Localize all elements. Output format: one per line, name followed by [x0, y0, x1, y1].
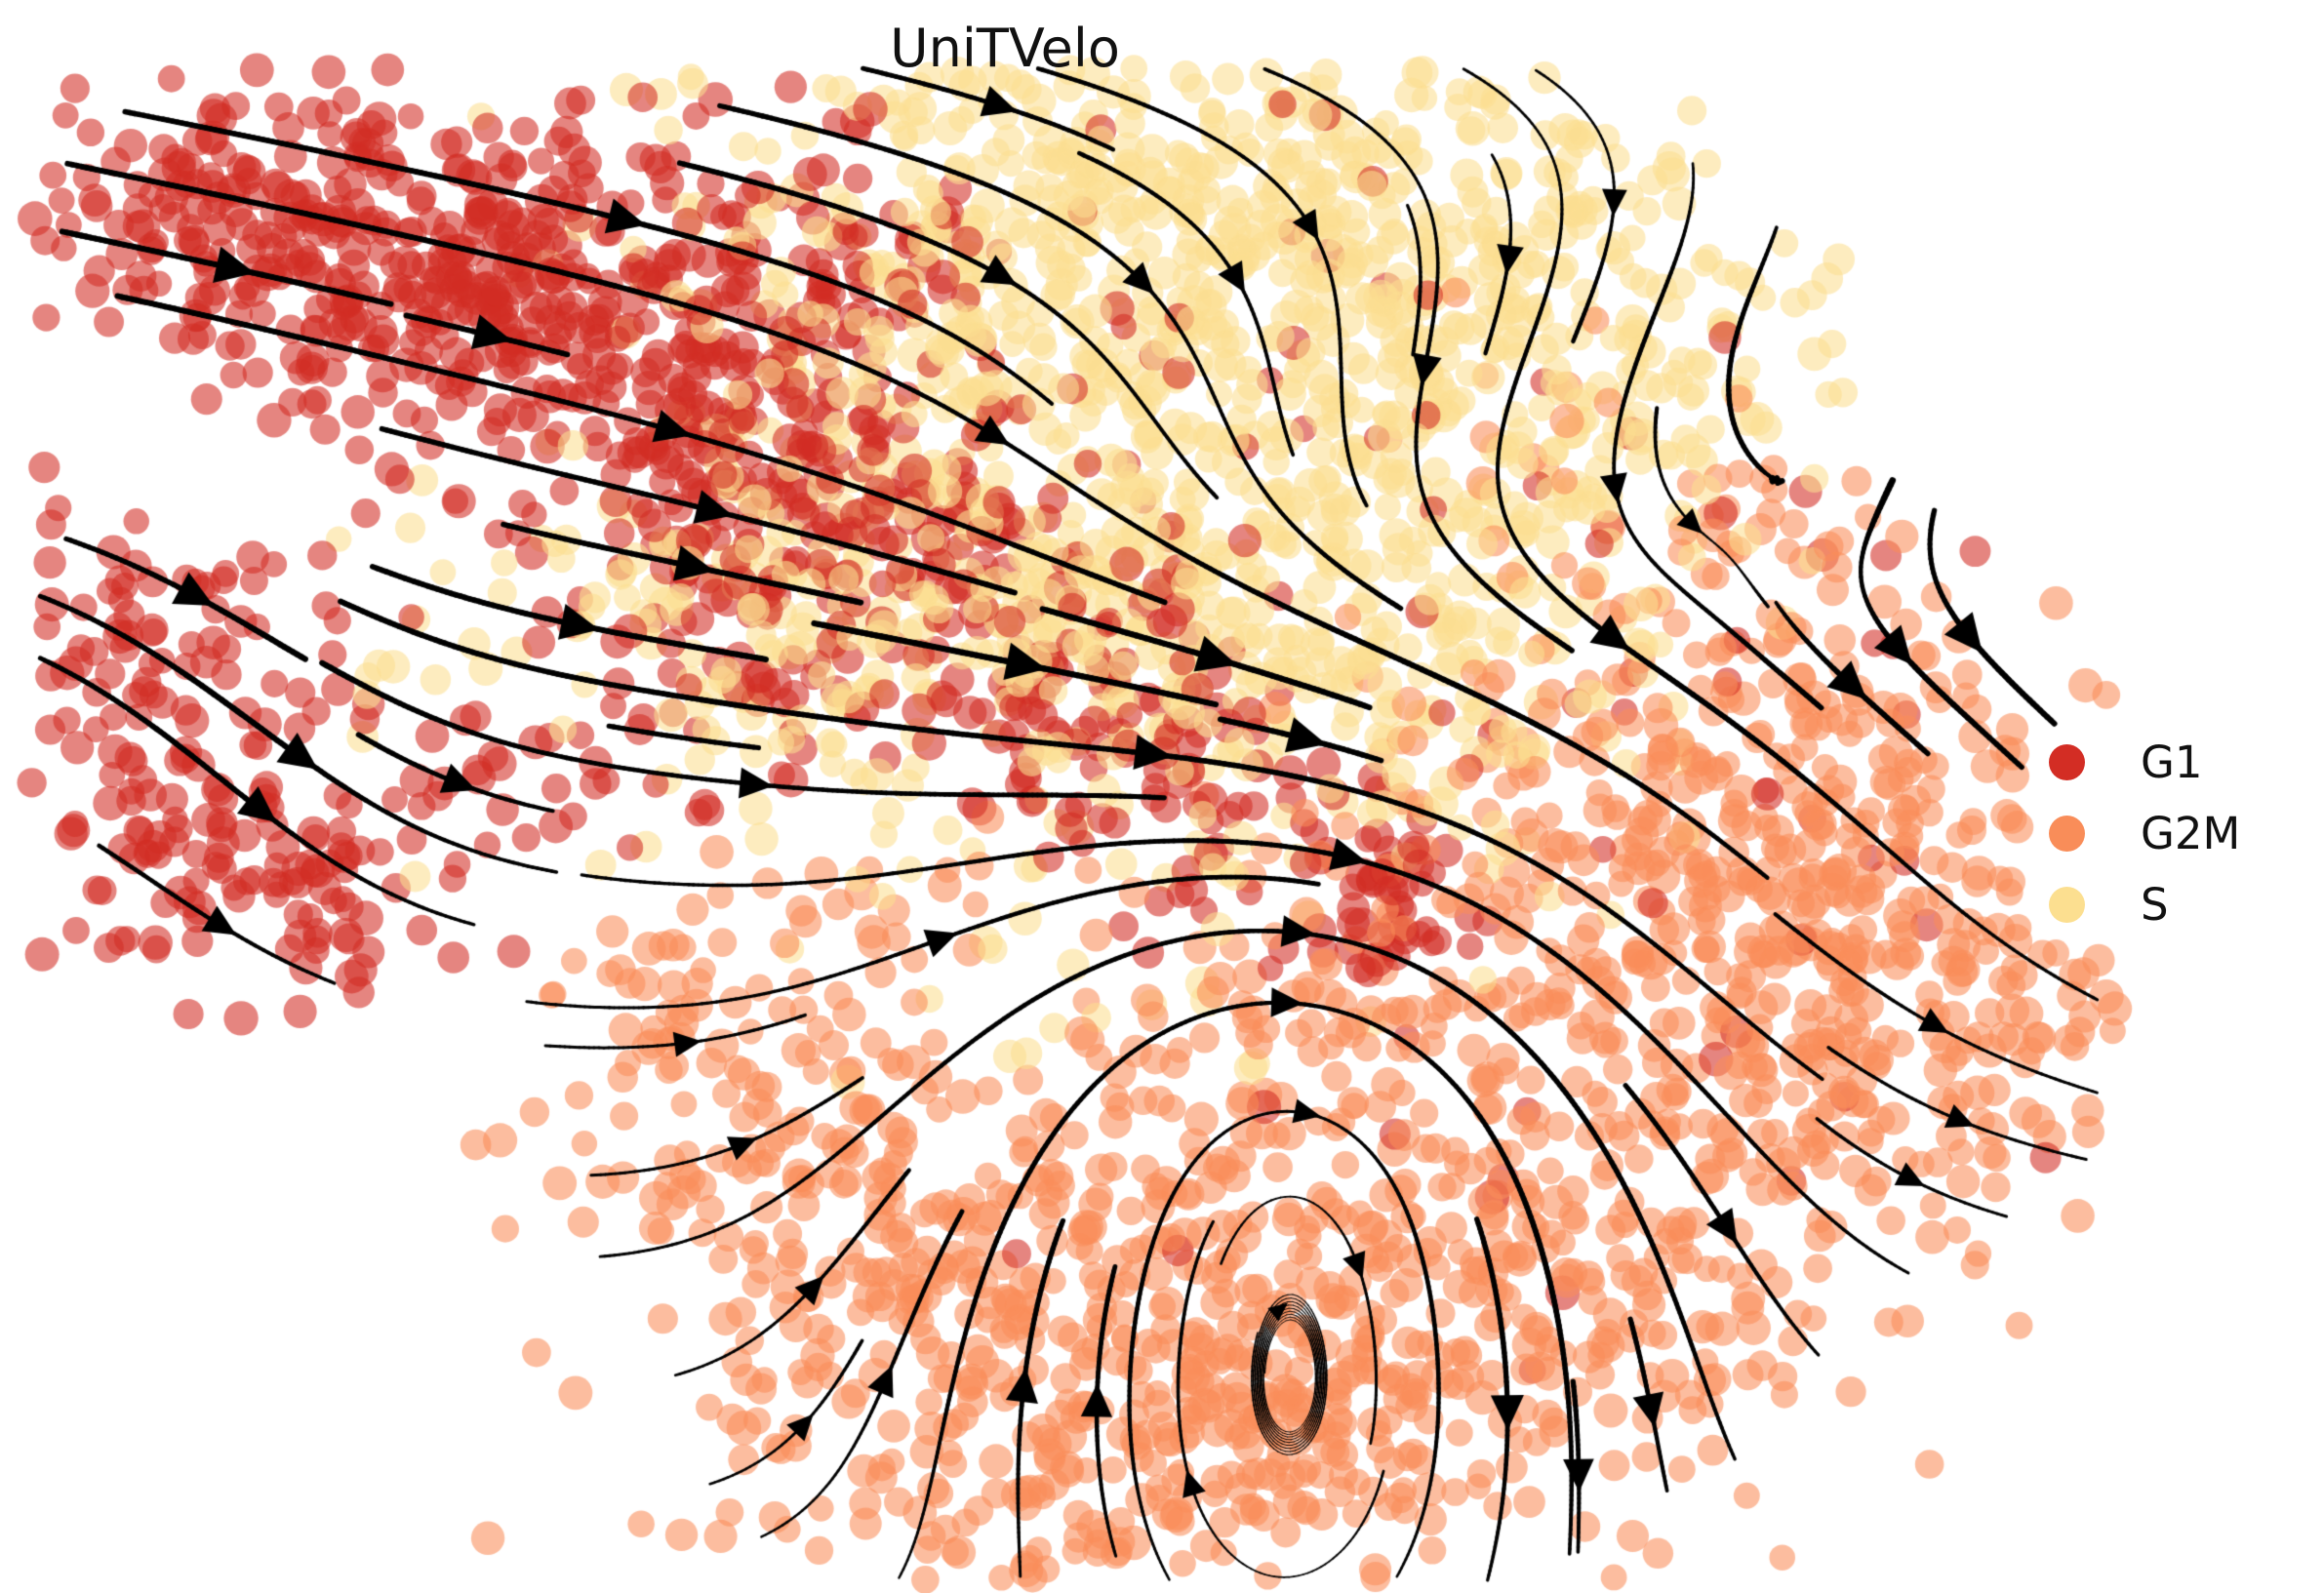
legend-item-g1: G1 [2049, 727, 2240, 798]
legend-item-s: S [2049, 869, 2240, 940]
legend-swatch-s-icon [2049, 887, 2085, 923]
legend-swatch-g2m-icon [2049, 816, 2085, 852]
legend-label-g2m: G2M [2141, 808, 2241, 859]
legend-swatch-g1-icon [2049, 744, 2085, 780]
legend-label-g1: G1 [2141, 737, 2203, 788]
legend-item-g2m: G2M [2049, 798, 2240, 869]
legend-label-s: S [2141, 879, 2169, 931]
plot-title: UniTVelo [890, 18, 1120, 79]
legend: G1 G2M S [2049, 727, 2240, 940]
